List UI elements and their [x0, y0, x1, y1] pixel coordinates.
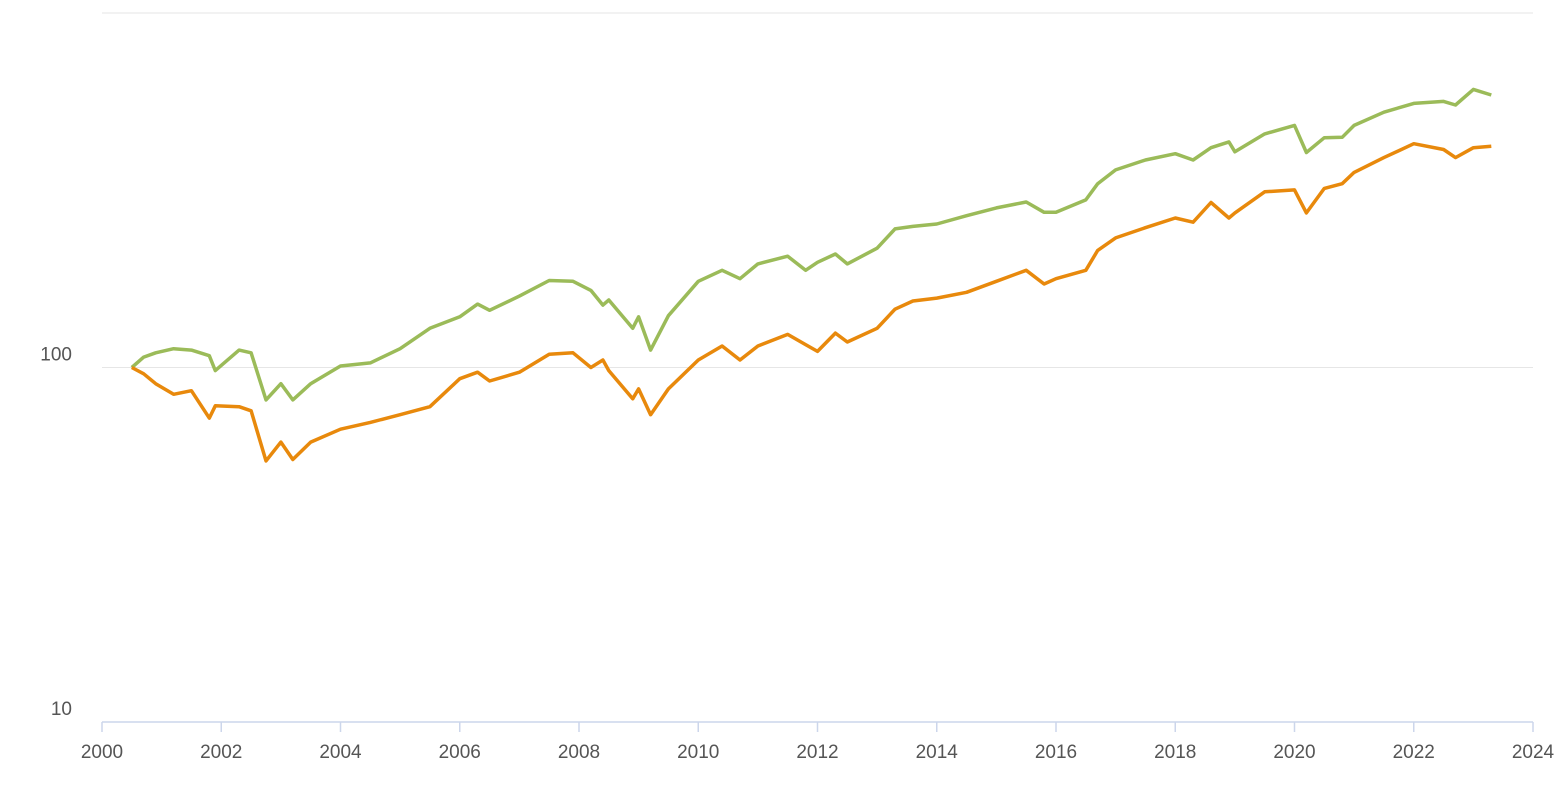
series-line	[130, 141, 1492, 463]
x-tick-label: 2024	[1512, 742, 1555, 763]
x-tick-label: 2016	[1035, 742, 1077, 763]
y-tick-label: 100	[40, 345, 72, 366]
x-tick-label: 2018	[1154, 742, 1196, 763]
x-tick-label: 2010	[677, 742, 719, 763]
x-tick-label: 2008	[558, 742, 600, 763]
x-tick-label: 2020	[1273, 742, 1315, 763]
series-line	[130, 87, 1492, 402]
x-tick-label: 2004	[319, 742, 362, 763]
y-tick-label: 10	[51, 699, 72, 720]
x-tick-label: 2002	[200, 742, 242, 763]
x-tick-label: 2022	[1393, 742, 1435, 763]
x-tick-label: 2014	[916, 742, 959, 763]
x-tick-label: 2000	[81, 742, 123, 763]
x-tick-label: 2012	[796, 742, 838, 763]
x-tick-label: 2006	[439, 742, 481, 763]
